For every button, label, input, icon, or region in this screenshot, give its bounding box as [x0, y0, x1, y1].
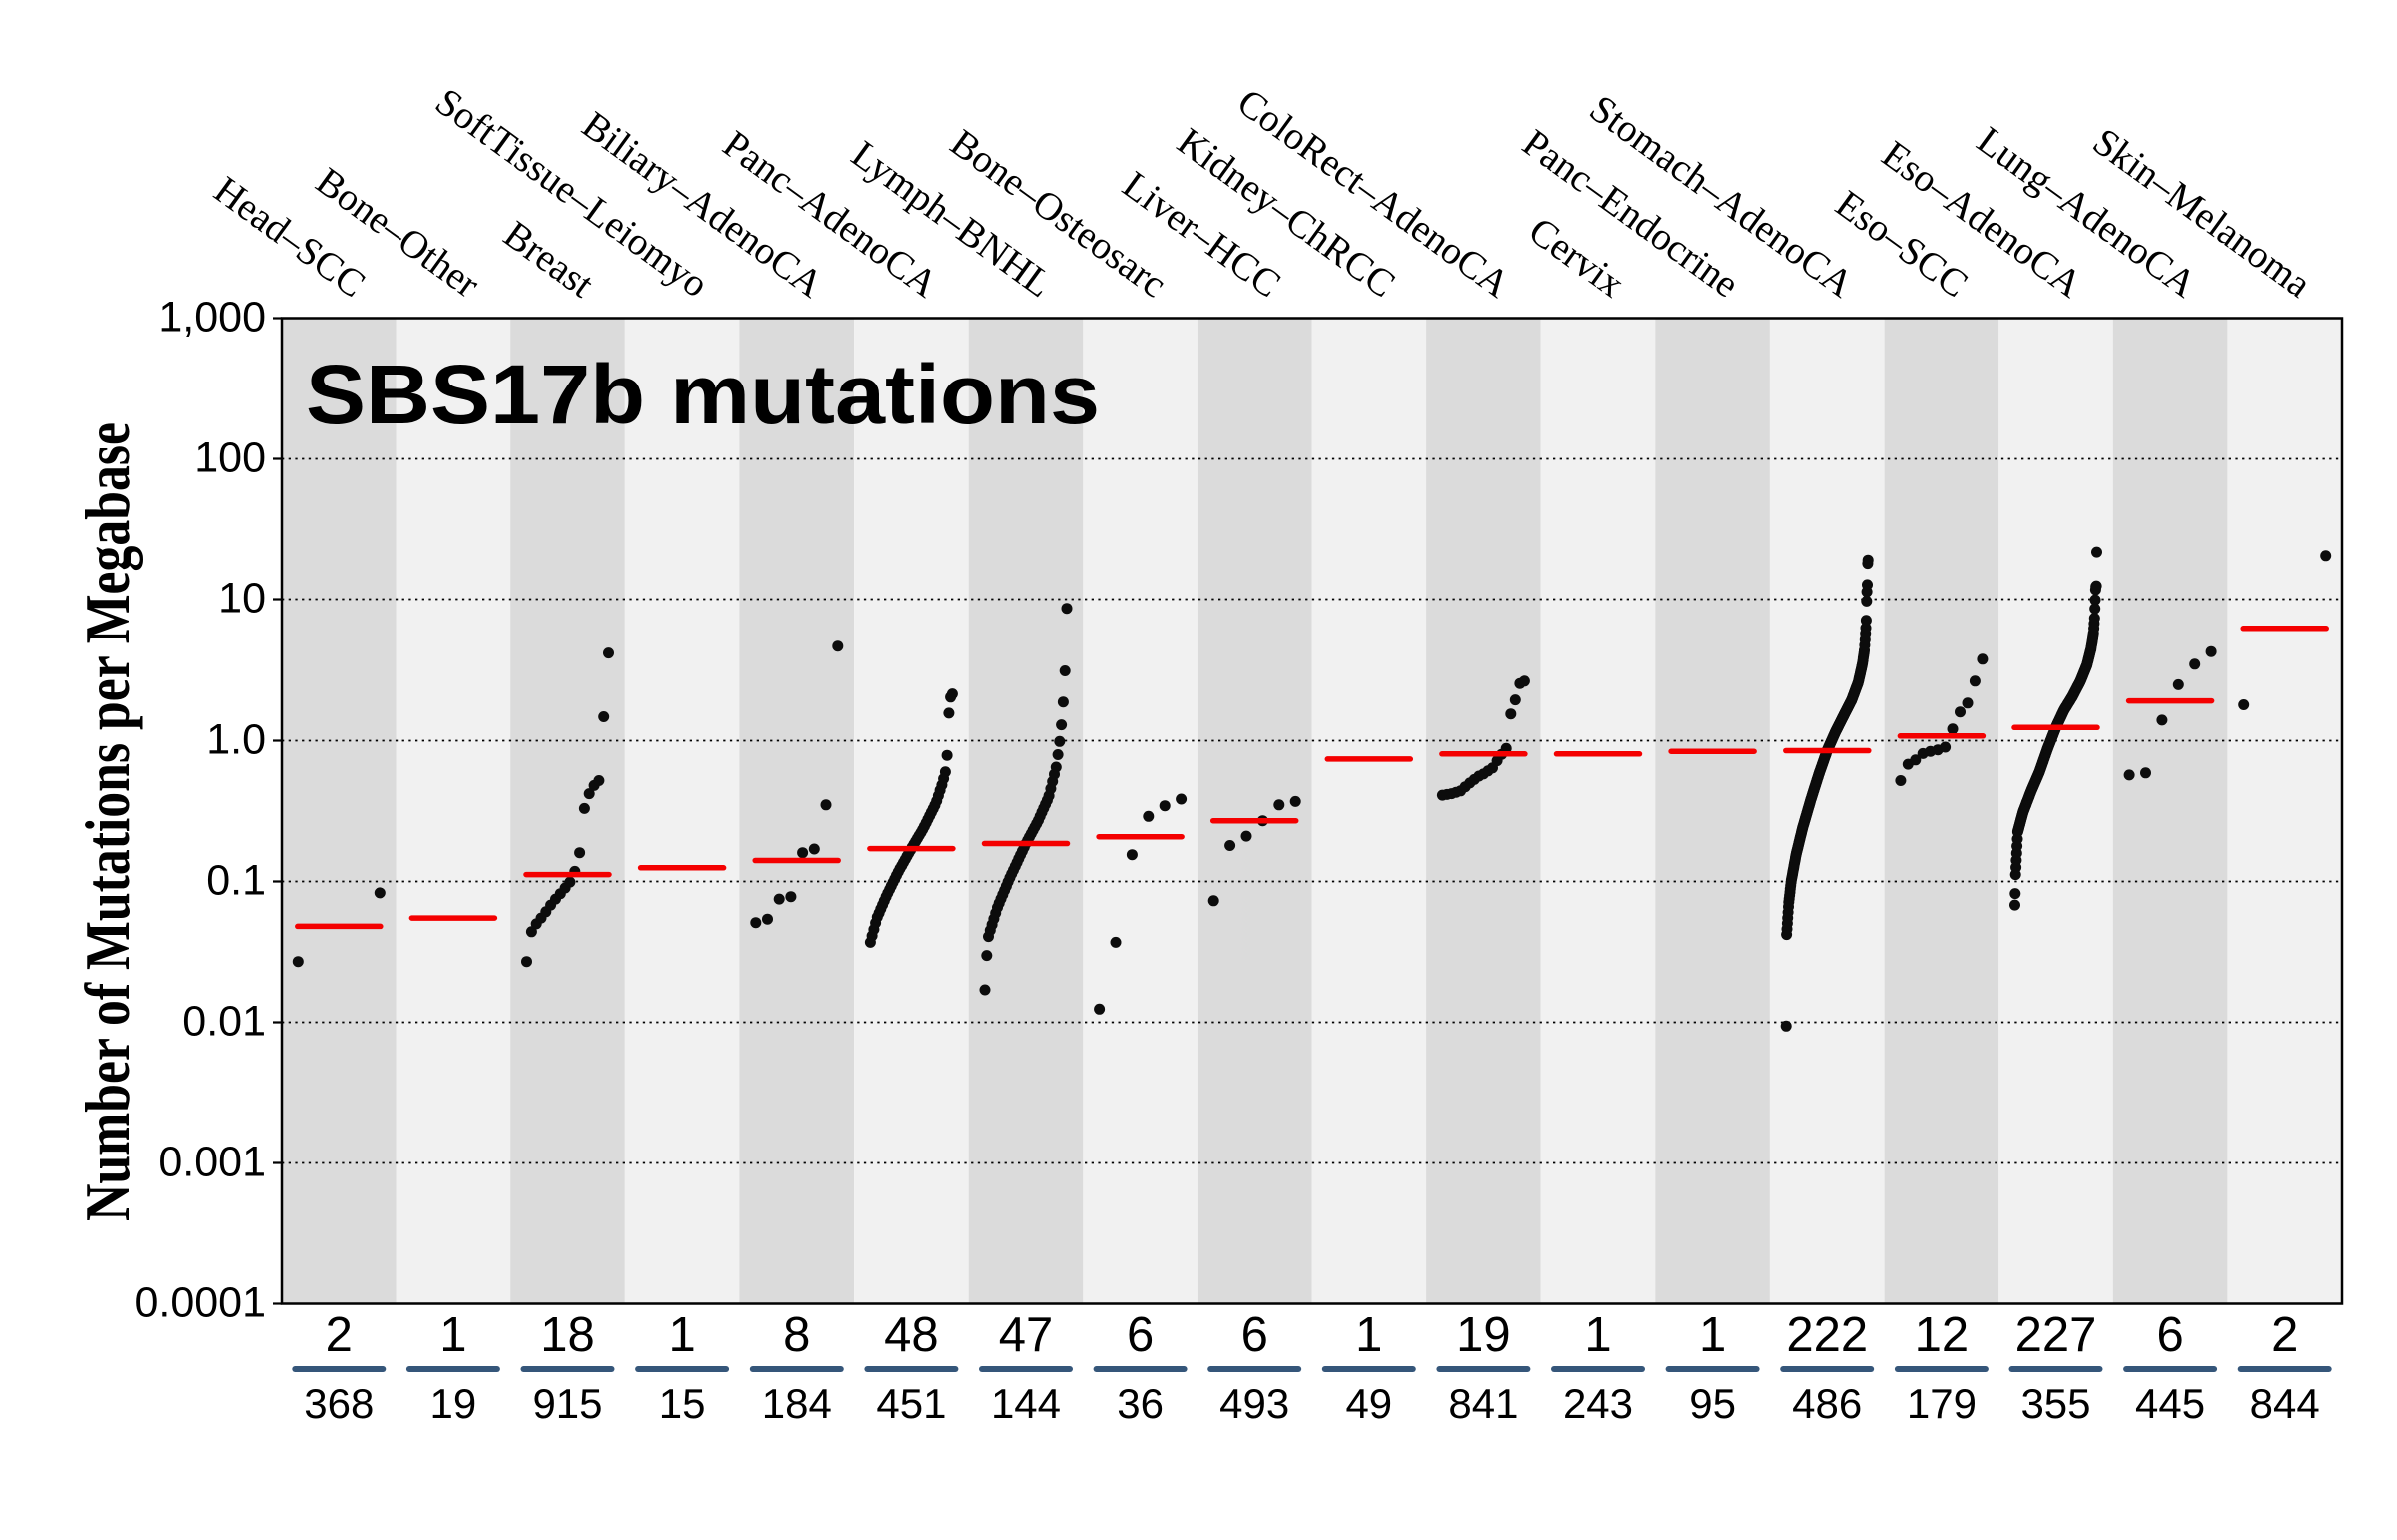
svg-text:1: 1	[1699, 1308, 1726, 1362]
svg-text:486: 486	[1792, 1380, 1862, 1427]
svg-text:49: 49	[1345, 1380, 1392, 1427]
svg-text:8: 8	[783, 1308, 810, 1362]
svg-text:2: 2	[326, 1308, 353, 1362]
svg-text:1,000: 1,000	[158, 294, 266, 342]
svg-text:SBS17b mutations: SBS17b mutations	[306, 348, 1100, 441]
svg-text:844: 844	[2250, 1380, 2320, 1427]
svg-text:445: 445	[2135, 1380, 2205, 1427]
svg-text:47: 47	[999, 1308, 1054, 1362]
svg-text:1: 1	[1584, 1308, 1611, 1362]
svg-text:95: 95	[1689, 1380, 1736, 1427]
svg-text:243: 243	[1563, 1380, 1633, 1427]
svg-text:48: 48	[884, 1308, 939, 1362]
svg-text:0.1: 0.1	[206, 857, 266, 905]
svg-text:12: 12	[1915, 1308, 1970, 1362]
svg-text:493: 493	[1219, 1380, 1289, 1427]
svg-text:15: 15	[659, 1380, 706, 1427]
svg-text:179: 179	[1907, 1380, 1977, 1427]
svg-text:841: 841	[1448, 1380, 1518, 1427]
svg-text:2: 2	[2271, 1308, 2298, 1362]
svg-text:10: 10	[218, 575, 266, 623]
svg-text:222: 222	[1786, 1308, 1868, 1362]
svg-text:6: 6	[2156, 1308, 2183, 1362]
svg-text:355: 355	[2020, 1380, 2090, 1427]
svg-text:0.001: 0.001	[158, 1139, 266, 1186]
svg-text:100: 100	[194, 434, 266, 482]
svg-text:144: 144	[991, 1380, 1061, 1427]
svg-text:451: 451	[876, 1380, 946, 1427]
svg-text:1.0: 1.0	[206, 716, 266, 764]
svg-text:6: 6	[1241, 1308, 1268, 1362]
svg-text:184: 184	[762, 1380, 832, 1427]
svg-text:19: 19	[430, 1380, 477, 1427]
svg-text:18: 18	[540, 1308, 595, 1362]
svg-text:0.01: 0.01	[182, 998, 266, 1046]
svg-text:915: 915	[532, 1380, 602, 1427]
svg-text:368: 368	[304, 1380, 374, 1427]
svg-text:Number of Mutations per Megaba: Number of Mutations per Megabase	[72, 422, 143, 1221]
svg-text:6: 6	[1127, 1308, 1154, 1362]
svg-text:19: 19	[1456, 1308, 1511, 1362]
svg-text:36: 36	[1117, 1380, 1164, 1427]
svg-text:1: 1	[668, 1308, 695, 1362]
svg-text:227: 227	[2015, 1308, 2097, 1362]
svg-text:1: 1	[439, 1308, 466, 1362]
svg-text:0.0001: 0.0001	[134, 1279, 266, 1327]
svg-text:1: 1	[1355, 1308, 1382, 1362]
